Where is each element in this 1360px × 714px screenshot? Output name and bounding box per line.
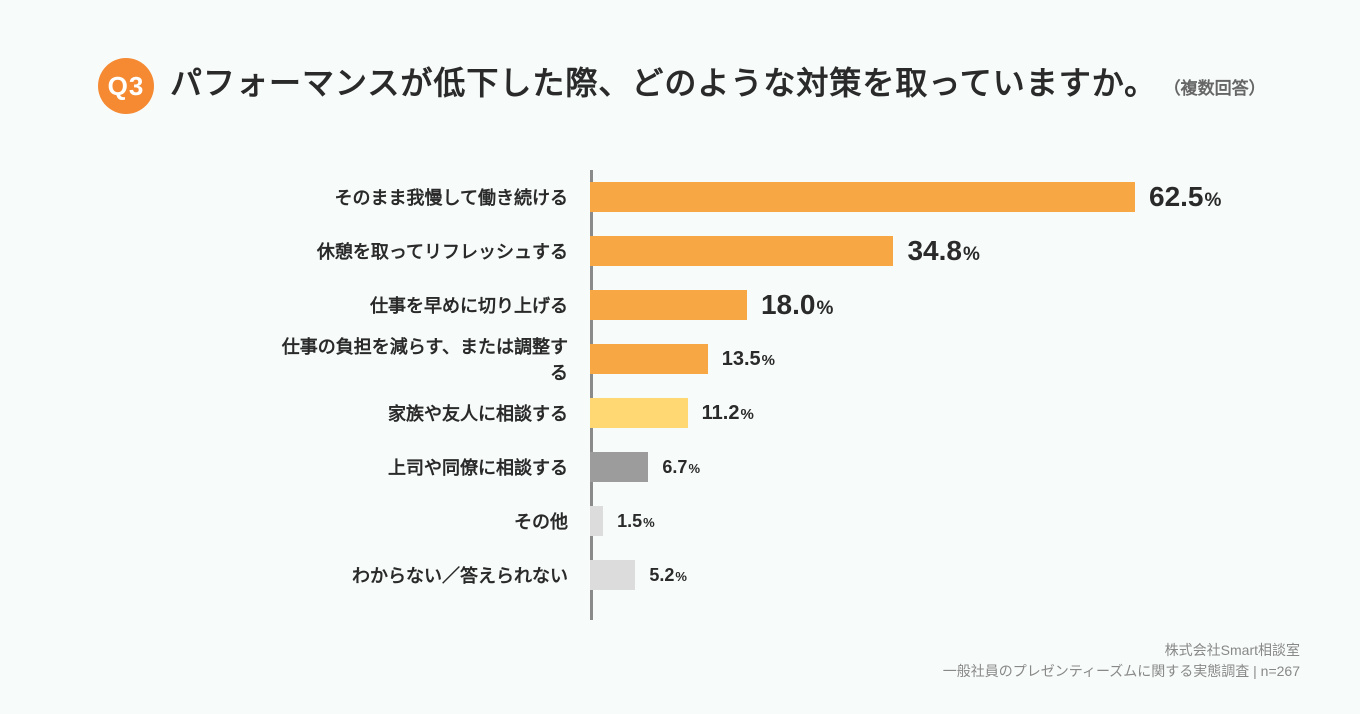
bar-value-number: 5.2	[649, 565, 674, 586]
bar	[590, 236, 893, 266]
percent-sign: %	[1205, 190, 1222, 212]
chart-row: 仕事を早めに切り上げる 18.0%	[270, 278, 1250, 332]
bar-label: 仕事を早めに切り上げる	[270, 292, 590, 318]
bar-value: 62.5%	[1149, 181, 1221, 213]
chart-row: 休憩を取ってリフレッシュする 34.8%	[270, 224, 1250, 278]
bar-value-number: 18.0	[761, 289, 816, 321]
bar-value: 5.2%	[649, 565, 687, 586]
bar-area: 1.5%	[590, 494, 1250, 548]
footer-company: 株式会社Smart相談室	[943, 640, 1300, 661]
bar	[590, 452, 648, 482]
bar	[590, 344, 708, 374]
bar	[590, 182, 1135, 212]
title-wrap: パフォーマンスが低下した際、どのような対策を取っていますか。 （複数回答）	[170, 58, 1266, 104]
bar-value-number: 6.7	[662, 457, 687, 478]
percent-sign: %	[740, 406, 753, 423]
question-badge: Q3	[98, 58, 154, 114]
bar	[590, 506, 603, 536]
bar-value: 34.8%	[907, 235, 979, 267]
bar-area: 18.0%	[590, 278, 1250, 332]
bar-value-number: 13.5	[722, 348, 761, 371]
percent-sign: %	[816, 298, 833, 320]
chart-row: そのまま我慢して働き続ける 62.5%	[270, 170, 1250, 224]
percent-sign: %	[675, 569, 687, 584]
chart-row: わからない／答えられない 5.2%	[270, 548, 1250, 602]
bar-area: 6.7%	[590, 440, 1250, 494]
percent-sign: %	[963, 244, 980, 266]
percent-sign: %	[643, 515, 655, 530]
chart-row: 家族や友人に相談する 11.2%	[270, 386, 1250, 440]
bar-chart: そのまま我慢して働き続ける62.5%休憩を取ってリフレッシュする34.8%仕事を…	[270, 170, 1250, 602]
bar-value: 13.5%	[722, 348, 775, 371]
bar-value-number: 62.5	[1149, 181, 1204, 213]
footer-source: 一般社員のプレゼンティーズムに関する実態調査 | n=267	[943, 661, 1300, 682]
bar-value-number: 1.5	[617, 511, 642, 532]
bar-label: 上司や同僚に相談する	[270, 454, 590, 480]
bar-value: 1.5%	[617, 511, 655, 532]
bar	[590, 290, 747, 320]
chart-title: パフォーマンスが低下した際、どのような対策を取っていますか。	[170, 65, 1157, 101]
bar-area: 11.2%	[590, 386, 1250, 440]
bar-label: 家族や友人に相談する	[270, 400, 590, 426]
chart-footer: 株式会社Smart相談室 一般社員のプレゼンティーズムに関する実態調査 | n=…	[943, 640, 1300, 682]
bar-label: 休憩を取ってリフレッシュする	[270, 238, 590, 264]
bar-area: 5.2%	[590, 548, 1250, 602]
chart-row: その他 1.5%	[270, 494, 1250, 548]
bar-label: そのまま我慢して働き続ける	[270, 184, 590, 210]
bar-label: わからない／答えられない	[270, 562, 590, 588]
chart-subtitle: （複数回答）	[1164, 79, 1266, 98]
bar-value: 6.7%	[662, 457, 700, 478]
bar-area: 62.5%	[590, 170, 1250, 224]
bar	[590, 560, 635, 590]
bar-area: 13.5%	[590, 332, 1250, 386]
chart-row: 仕事の負担を減らす、または調整する 13.5%	[270, 332, 1250, 386]
chart-row: 上司や同僚に相談する 6.7%	[270, 440, 1250, 494]
bar-value: 18.0%	[761, 289, 833, 321]
bar-value: 11.2%	[702, 402, 754, 425]
bar-label: 仕事の負担を減らす、または調整する	[270, 333, 590, 385]
bar-label: その他	[270, 508, 590, 534]
bar-area: 34.8%	[590, 224, 1250, 278]
percent-sign: %	[762, 352, 775, 369]
chart-header: Q3 パフォーマンスが低下した際、どのような対策を取っていますか。 （複数回答）	[98, 58, 1266, 114]
bar-value-number: 11.2	[702, 402, 740, 425]
bar-value-number: 34.8	[907, 235, 962, 267]
percent-sign: %	[688, 461, 700, 476]
bar	[590, 398, 688, 428]
